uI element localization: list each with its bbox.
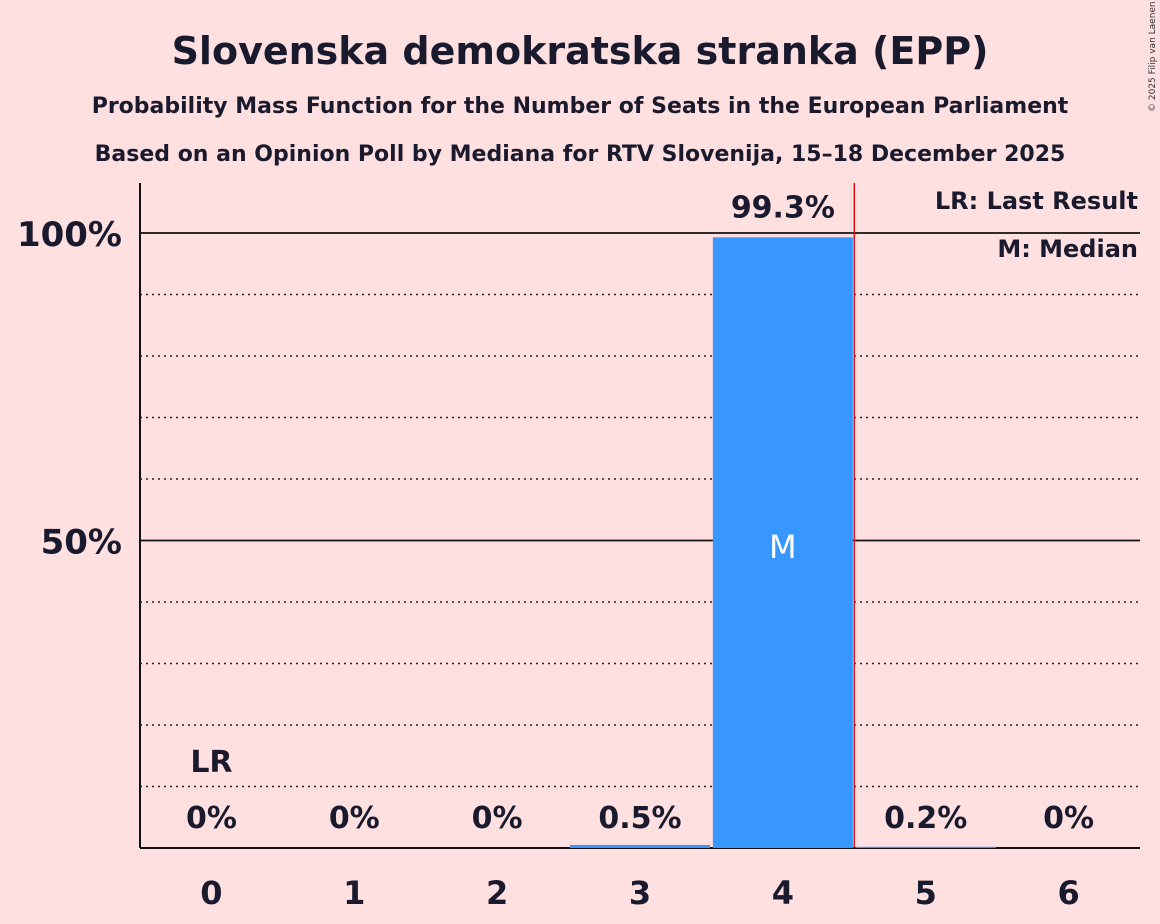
x-tick-label: 2: [486, 874, 508, 912]
y-tick-label: 50%: [41, 523, 122, 563]
value-label: 0.2%: [884, 801, 967, 836]
x-tick-label: 4: [772, 874, 794, 912]
x-tick-label: 5: [915, 874, 937, 912]
copyright-note: © 2025 Filip van Laenen: [1148, 1, 1158, 112]
chart-subtitle: Probability Mass Function for the Number…: [92, 94, 1069, 119]
value-label: 0%: [472, 801, 523, 836]
x-tick-label: 0: [200, 874, 222, 912]
value-label: 0%: [329, 801, 380, 836]
chart-title: Slovenska demokratska stranka (EPP): [172, 29, 989, 73]
bar-seat-5: [855, 846, 996, 848]
bar-seat-4: [712, 237, 853, 848]
median-marker: M: [769, 528, 797, 566]
last-result-marker: LR: [190, 745, 232, 780]
legend-median: M: Median: [997, 235, 1138, 263]
value-label: 99.3%: [731, 190, 835, 225]
x-tick-label: 6: [1057, 874, 1079, 912]
y-tick-label: 100%: [17, 215, 122, 255]
value-label: 0.5%: [598, 801, 681, 836]
bars: [570, 237, 996, 848]
gridlines: [139, 183, 1140, 849]
chart-source: Based on an Opinion Poll by Mediana for …: [95, 142, 1066, 167]
bar-seat-3: [570, 844, 710, 848]
x-tick-label: 1: [343, 874, 365, 912]
x-tick-label: 3: [629, 874, 651, 912]
value-label: 0%: [186, 801, 237, 836]
value-label: 0%: [1043, 801, 1094, 836]
legend-last-result: LR: Last Result: [935, 187, 1138, 215]
